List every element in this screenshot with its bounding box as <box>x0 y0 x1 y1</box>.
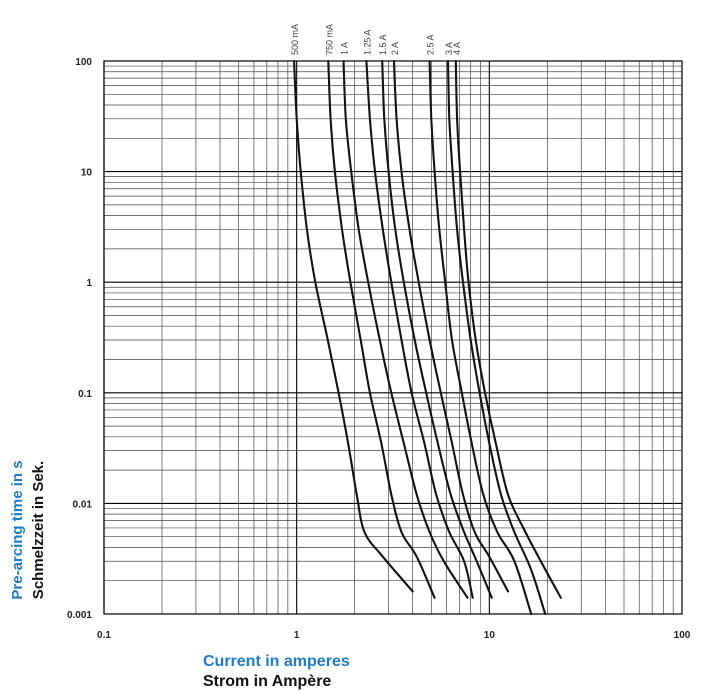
curve-2-A <box>392 59 510 593</box>
curve-500-mA <box>293 59 414 593</box>
x-tick-label: 0.1 <box>97 630 111 641</box>
x-tick-label: 10 <box>484 630 496 641</box>
curve-4-A <box>454 59 562 599</box>
curve-2-5-A <box>428 59 533 616</box>
y-axis-label-de: Schmelzzeit in Sek. <box>30 461 47 599</box>
x-axis-label-de: Strom in Ampère <box>203 673 332 690</box>
y-tick-label: 0.01 <box>73 499 93 510</box>
curve-1-5-A <box>381 59 493 599</box>
plot-frame <box>103 60 683 615</box>
y-axis-label: Pre-arcing time in s <box>9 460 26 599</box>
x-axis-label: Current in amperes <box>203 653 350 670</box>
y-tick-label: 0.001 <box>67 610 92 621</box>
rating-label: 1.25 A <box>362 29 372 55</box>
x-tick-label: 1 <box>294 630 300 641</box>
curve-1-25-A <box>365 59 474 599</box>
rating-label: 500 mA <box>290 24 300 55</box>
x-tick-labels: 0.1 1 10 100 <box>97 630 691 641</box>
rating-label: 750 mA <box>324 24 334 55</box>
y-tick-label: 0.1 <box>78 389 92 400</box>
curve-3-A <box>446 59 547 616</box>
rating-label: 2.5 A <box>426 34 436 55</box>
rating-label: 3 A <box>444 42 454 55</box>
melting-curves <box>293 59 562 616</box>
rating-label: 4 A <box>452 42 462 55</box>
minor-gridlines <box>104 61 682 614</box>
rating-label: 2 A <box>390 42 400 55</box>
x-tick-label: 100 <box>674 630 691 641</box>
major-gridlines <box>103 61 682 615</box>
curve-1-A <box>342 59 469 599</box>
y-tick-label: 100 <box>75 57 92 68</box>
rating-label: 1 A <box>340 42 350 55</box>
rating-label: 1.5 A <box>378 34 388 55</box>
y-tick-label: 10 <box>81 168 93 179</box>
y-tick-label: 1 <box>86 278 92 289</box>
y-tick-labels: 0.001 0.01 0.1 1 10 100 <box>67 57 92 621</box>
curve-750-mA <box>327 59 436 599</box>
